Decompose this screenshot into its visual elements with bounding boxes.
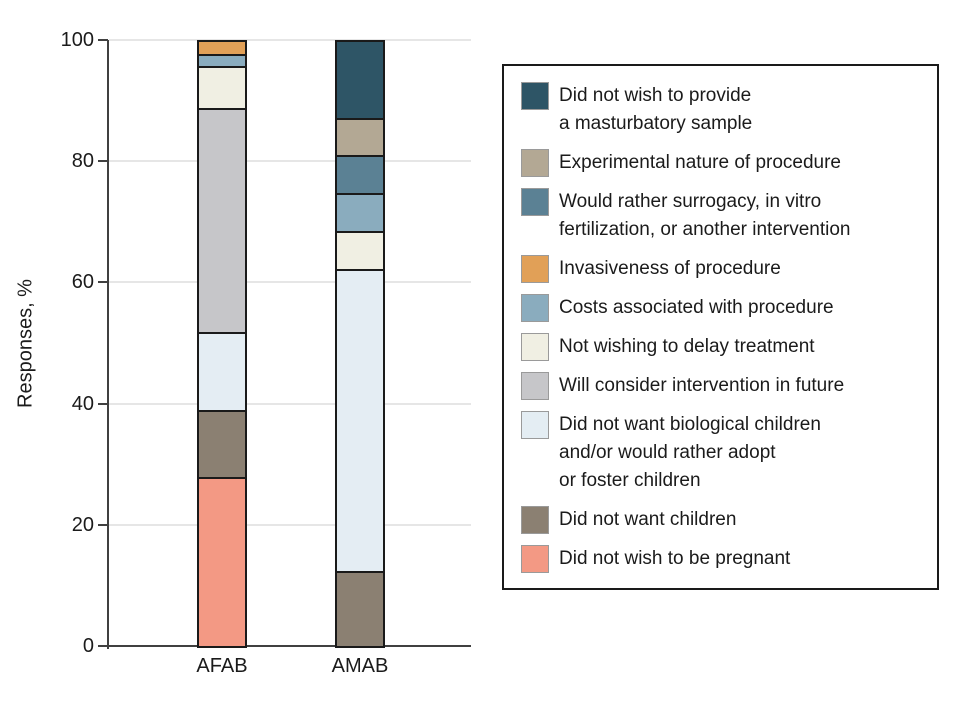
bar-segment (199, 54, 245, 67)
legend-label-line: Costs associated with procedure (559, 297, 834, 318)
bar-segment (199, 476, 245, 646)
legend-swatch (521, 372, 549, 400)
legend-label: Did not want biological children and/or w… (559, 411, 821, 495)
legend-label-line: Did not want biological children (559, 414, 821, 435)
legend-swatch (521, 333, 549, 361)
legend-label: Did not wish to be pregnant (559, 545, 790, 573)
bar-segment (337, 193, 383, 231)
bar-segment (337, 570, 383, 646)
legend-label-line: or foster children (559, 470, 701, 491)
legend-swatch (521, 255, 549, 283)
legend-label-line: Experimental nature of procedure (559, 152, 841, 173)
legend-label-line: Will consider intervention in future (559, 375, 845, 396)
y-tick-60 (98, 281, 108, 284)
bar-segment (337, 230, 383, 269)
legend-label-line: Did not wish to provide (559, 85, 752, 106)
y-tick-20 (98, 523, 108, 526)
legend-swatch (521, 545, 549, 573)
gridline-80 (109, 160, 471, 163)
legend-label: Will consider intervention in future (559, 372, 844, 400)
legend-item: Will consider intervention in future (521, 372, 927, 400)
gridline-60 (109, 281, 471, 284)
bar-segment (199, 66, 245, 109)
y-tick-label-0: 0 (82, 635, 94, 657)
legend-label-line: a masturbatory sample (559, 113, 753, 134)
legend-swatch (521, 506, 549, 534)
gridline-20 (109, 523, 471, 526)
y-axis-line (107, 40, 109, 649)
bar-segment (337, 117, 383, 156)
legend-label-line: Not wishing to delay treatment (559, 336, 815, 357)
y-tick-label-60: 60 (71, 271, 94, 294)
gridline-40 (109, 402, 471, 405)
legend-item: Not wishing to delay treatment (521, 333, 927, 361)
y-tick-label-80: 80 (71, 150, 94, 173)
legend-item: Would rather surrogacy, in vitro fertiliz… (521, 188, 927, 244)
gridline-100 (109, 39, 471, 41)
bar-afab (197, 40, 247, 648)
legend-item: Experimental nature of procedure (521, 149, 927, 177)
legend-label-line: Did not want children (559, 509, 737, 530)
x-axis-label-afab: AFAB (196, 655, 248, 677)
legend-item: Did not want biological children and/or w… (521, 411, 927, 495)
bar-segment (337, 268, 383, 571)
bar-segment (199, 108, 245, 332)
legend-item: Invasiveness of procedure (521, 255, 927, 283)
legend-label-line: Did not wish to be pregnant (559, 548, 791, 569)
legend-swatch (521, 294, 549, 322)
bar-amab (335, 40, 385, 648)
legend-label-line: fertilization, or another intervention (559, 219, 851, 240)
legend-label: Would rather surrogacy, in vitro fertiliz… (559, 188, 851, 244)
x-axis-label-amab: AMAB (331, 655, 389, 677)
legend-label-line: Invasiveness of procedure (559, 258, 781, 279)
legend-label: Invasiveness of procedure (559, 255, 781, 283)
legend-swatch (521, 188, 549, 216)
y-tick-label-100: 100 (60, 29, 94, 51)
y-tick-40 (98, 402, 108, 405)
legend-label: Did not wish to provide a masturbatory sa… (559, 82, 752, 138)
legend-label: Experimental nature of procedure (559, 149, 841, 177)
legend-item: Costs associated with procedure (521, 294, 927, 322)
y-tick-100 (98, 39, 108, 41)
bar-segment (199, 410, 245, 477)
legend-label: Costs associated with procedure (559, 294, 834, 322)
bar-segment (337, 155, 383, 193)
legend-label-line: Would rather surrogacy, in vitro (559, 191, 822, 212)
legend-item: Did not wish to provide a masturbatory sa… (521, 82, 927, 138)
x-axis-line (107, 645, 471, 647)
legend-label: Not wishing to delay treatment (559, 333, 815, 361)
legend-swatch (521, 149, 549, 177)
bar-segment (199, 42, 245, 55)
legend-item: Did not wish to be pregnant (521, 545, 927, 573)
legend-label: Did not want children (559, 506, 736, 534)
legend: Did not wish to provide a masturbatory sa… (502, 64, 939, 590)
legend-label-line: and/or would rather adopt (559, 442, 776, 463)
y-tick-0 (98, 645, 108, 647)
legend-item: Did not want children (521, 506, 927, 534)
y-tick-80 (98, 160, 108, 163)
bar-segment (199, 331, 245, 411)
bar-segment (337, 42, 383, 118)
legend-swatch (521, 411, 549, 439)
y-tick-label-40: 40 (71, 392, 94, 415)
legend-swatch (521, 82, 549, 110)
y-tick-label-20: 20 (71, 513, 94, 536)
